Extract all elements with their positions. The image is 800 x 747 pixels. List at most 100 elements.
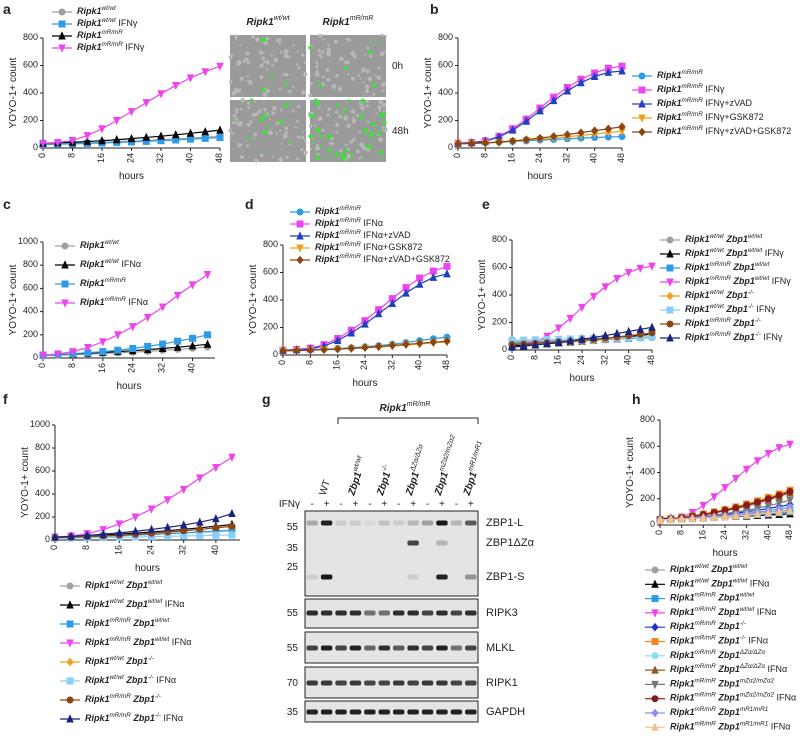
- cell: [300, 135, 304, 139]
- marker: [306, 345, 314, 355]
- y-tick-label: 0: [650, 519, 655, 529]
- marker: [39, 139, 47, 148]
- legend-label: Ripk1mR/mR Zbp1-/-: [685, 317, 761, 328]
- band: [335, 709, 347, 715]
- cell: [364, 84, 370, 89]
- marker: [99, 348, 107, 356]
- marker: [508, 342, 516, 351]
- treatment-mark: -: [455, 499, 458, 510]
- band: [436, 574, 448, 580]
- y-tick-label: 600: [263, 267, 278, 277]
- cell: [377, 66, 381, 70]
- marker: [39, 351, 47, 360]
- cell: [284, 126, 289, 131]
- cell: [378, 109, 382, 112]
- marker: [147, 524, 156, 533]
- y-tick-label: 400: [23, 87, 38, 97]
- band: [320, 574, 333, 580]
- band: [378, 645, 390, 651]
- y-tick-label: 600: [35, 465, 50, 475]
- marker: [158, 303, 167, 312]
- cell: [346, 116, 349, 119]
- legend-label: Ripk1wt/wt Zbp1-/-: [685, 289, 754, 300]
- legend-marker: [66, 696, 74, 704]
- cell: [265, 89, 270, 94]
- band-label: GAPDH: [486, 706, 525, 718]
- band: [335, 610, 347, 616]
- legend-label: Ripk1mR/mR IFNγ+GSK872: [657, 111, 764, 122]
- cell: [308, 93, 313, 98]
- cell: [266, 68, 269, 71]
- marker: [127, 108, 136, 117]
- marker: [604, 67, 613, 76]
- cell: [318, 116, 323, 121]
- marker: [212, 464, 220, 473]
- cell: [295, 157, 299, 161]
- cell: [326, 77, 331, 82]
- legend-marker: [66, 582, 74, 590]
- marker: [531, 340, 540, 349]
- marker: [188, 281, 197, 290]
- x-tick-label: 24: [127, 363, 137, 373]
- cell: [285, 155, 289, 159]
- legend-marker: [66, 714, 74, 723]
- marker: [577, 128, 585, 137]
- marker: [443, 269, 451, 278]
- y-tick-label: 0: [45, 534, 50, 544]
- marker: [732, 511, 740, 520]
- cell: [346, 73, 350, 76]
- cell: [272, 106, 277, 111]
- marker: [203, 270, 212, 280]
- dead-cell: [343, 107, 348, 112]
- marker: [710, 493, 718, 502]
- marker: [68, 136, 77, 146]
- dead-cell: [382, 120, 387, 125]
- cell: [254, 100, 257, 103]
- dead-cell: [286, 102, 290, 106]
- band: [364, 610, 376, 616]
- dead-cell: [285, 81, 289, 86]
- marker: [710, 512, 718, 522]
- dead-cell: [259, 117, 264, 122]
- y-tick-label: 600: [23, 60, 38, 70]
- marker: [129, 344, 137, 352]
- legend-marker: [61, 242, 69, 250]
- cell: [357, 74, 360, 77]
- marker: [112, 117, 121, 126]
- lane-label: Zbp1mR1/mR1: [460, 440, 489, 498]
- cell: [302, 72, 308, 77]
- dead-cell: [314, 112, 317, 115]
- dead-cell: [278, 120, 284, 125]
- cell: [326, 47, 332, 53]
- dead-cell: [371, 82, 377, 88]
- x-tick-label: 8: [676, 530, 686, 535]
- cell: [382, 89, 385, 92]
- marker: [201, 68, 210, 77]
- cell: [327, 44, 330, 47]
- cell: [321, 128, 325, 132]
- legend-marker: [651, 609, 659, 618]
- y-tick-label: 0: [33, 142, 38, 152]
- band: [335, 520, 347, 526]
- x-tick-label: 8: [82, 545, 92, 550]
- band: [364, 520, 376, 526]
- treatment-mark: +: [439, 499, 445, 510]
- marker: [320, 345, 328, 355]
- marker: [624, 268, 633, 278]
- legend-label: Ripk1mR/mR IFNγ: [657, 83, 725, 94]
- cell: [335, 73, 339, 78]
- dead-cell: [365, 144, 368, 148]
- band: [465, 645, 477, 651]
- x-tick-label: 0: [654, 530, 664, 535]
- dead-cell: [318, 83, 323, 88]
- cell: [291, 86, 295, 89]
- cell: [368, 95, 372, 98]
- band: [450, 680, 463, 686]
- dead-cell: [270, 73, 274, 77]
- cell: [380, 33, 384, 37]
- y-tick-label: 400: [23, 306, 38, 316]
- marker: [173, 342, 182, 351]
- marker: [688, 514, 697, 523]
- cell: [358, 130, 362, 134]
- cell: [253, 132, 258, 137]
